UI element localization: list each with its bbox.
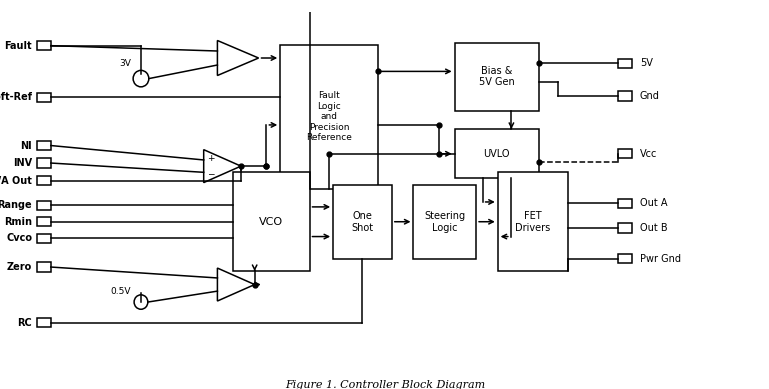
Text: Zero: Zero [7, 262, 32, 272]
Text: 3V: 3V [119, 59, 131, 68]
Polygon shape [218, 268, 255, 301]
Text: Out B: Out B [640, 223, 667, 233]
Text: Gnd: Gnd [640, 91, 660, 101]
Text: Fault
Logic
and
Precision
Reference: Fault Logic and Precision Reference [306, 91, 352, 142]
Bar [454, 129, 539, 179]
Text: Bias &
5V Gen: Bias & 5V Gen [479, 66, 514, 88]
Bar [618, 58, 632, 68]
Bar [37, 233, 51, 243]
Text: One
Shot: One Shot [351, 211, 374, 233]
Text: E/A Out: E/A Out [0, 175, 32, 186]
Text: Vcc: Vcc [640, 149, 657, 159]
Text: INV: INV [13, 158, 32, 168]
Bar [414, 185, 476, 259]
Polygon shape [204, 150, 241, 182]
Bar [37, 141, 51, 150]
Bar [37, 93, 51, 102]
Text: Rmin: Rmin [4, 217, 32, 227]
Bar [618, 91, 632, 101]
Bar [498, 172, 568, 271]
Bar [280, 45, 378, 189]
Bar [37, 201, 51, 210]
Text: Out A: Out A [640, 198, 667, 208]
Text: RC: RC [18, 318, 32, 328]
Bar [37, 263, 51, 272]
Text: Range: Range [0, 200, 32, 210]
Bar [37, 41, 51, 50]
Text: +: + [207, 154, 215, 163]
Bar [37, 318, 51, 327]
Text: Figure 1. Controller Block Diagram: Figure 1. Controller Block Diagram [285, 380, 485, 389]
Bar [333, 185, 392, 259]
Text: VCO: VCO [259, 217, 283, 227]
Text: Soft-Ref: Soft-Ref [0, 92, 32, 102]
Text: Steering
Logic: Steering Logic [424, 211, 465, 233]
Text: FET
Drivers: FET Drivers [515, 211, 551, 233]
Bar [37, 217, 51, 226]
Bar [618, 149, 632, 158]
Text: 5V: 5V [640, 58, 653, 68]
Bar [37, 176, 51, 185]
Text: −: − [207, 169, 215, 178]
Text: 0.5V: 0.5V [111, 287, 131, 296]
Bar [618, 254, 632, 263]
Polygon shape [218, 40, 258, 75]
Text: Fault: Fault [5, 40, 32, 51]
Bar [233, 172, 310, 271]
Text: Pwr Gnd: Pwr Gnd [640, 254, 681, 264]
Bar [454, 42, 539, 110]
Bar [618, 198, 632, 208]
Text: Cvco: Cvco [6, 233, 32, 243]
Text: NI: NI [21, 140, 32, 151]
Bar [618, 223, 632, 233]
Bar [37, 158, 51, 168]
Text: UVLO: UVLO [484, 149, 510, 159]
